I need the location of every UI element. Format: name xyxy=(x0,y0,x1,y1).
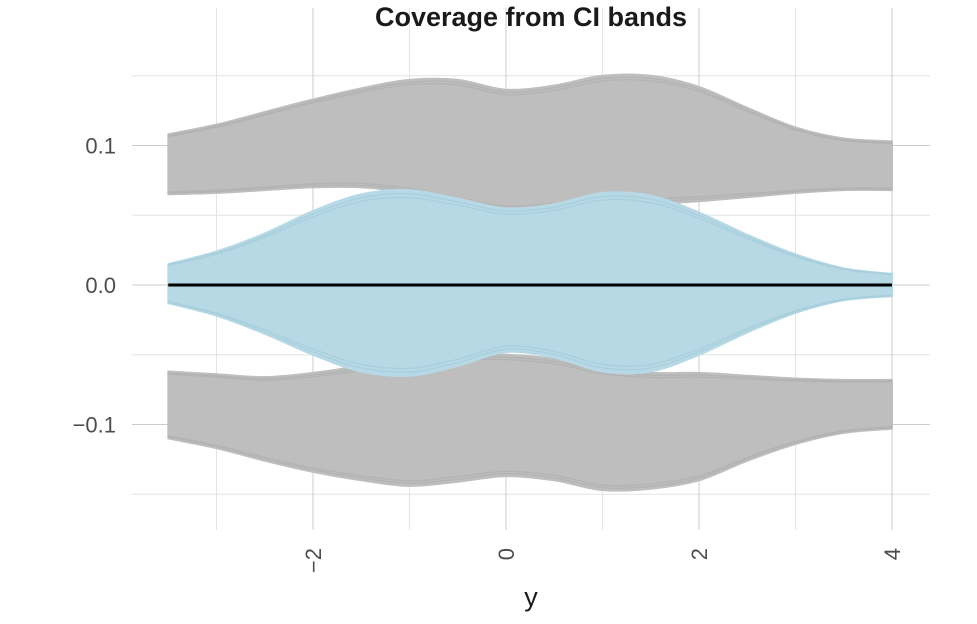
inner-band xyxy=(167,188,893,377)
outer-band-upper-strand-top-1 xyxy=(168,78,893,144)
band-layer xyxy=(167,73,893,492)
inner-band-strand-bottom-1 xyxy=(168,294,893,370)
inner-band-strand-bottom-0 xyxy=(168,295,893,373)
tick-layer: −0.1 0.0 0.1 −2 0 2 4 xyxy=(73,134,905,574)
x-tick-label: 0 xyxy=(494,548,519,560)
outer-band-lower-strand-top-1 xyxy=(168,358,893,383)
outer-band-upper-strand-top-0 xyxy=(168,76,893,143)
outer-band-lower-strand-bottom-1 xyxy=(168,426,893,487)
chart-title: Coverage from CI bands xyxy=(375,2,687,32)
x-axis-title: y xyxy=(524,582,538,612)
x-tick-label: 4 xyxy=(880,548,905,560)
inner-band-strand-top-0 xyxy=(168,193,893,275)
outer-band-upper-strand-bottom-1 xyxy=(168,182,893,208)
y-tick-label: 0.1 xyxy=(85,134,116,159)
outer-band-lower xyxy=(167,353,893,492)
inner-band-strand-top-1 xyxy=(168,196,893,276)
y-tick-label: 0.0 xyxy=(85,273,116,298)
x-tick-label: −2 xyxy=(301,548,326,573)
outer-band-lower-strand-bottom-0 xyxy=(168,427,893,489)
y-tick-label: −0.1 xyxy=(73,413,116,438)
x-tick-label: 2 xyxy=(687,548,712,560)
outer-band-lower-strand-top-0 xyxy=(168,356,893,382)
